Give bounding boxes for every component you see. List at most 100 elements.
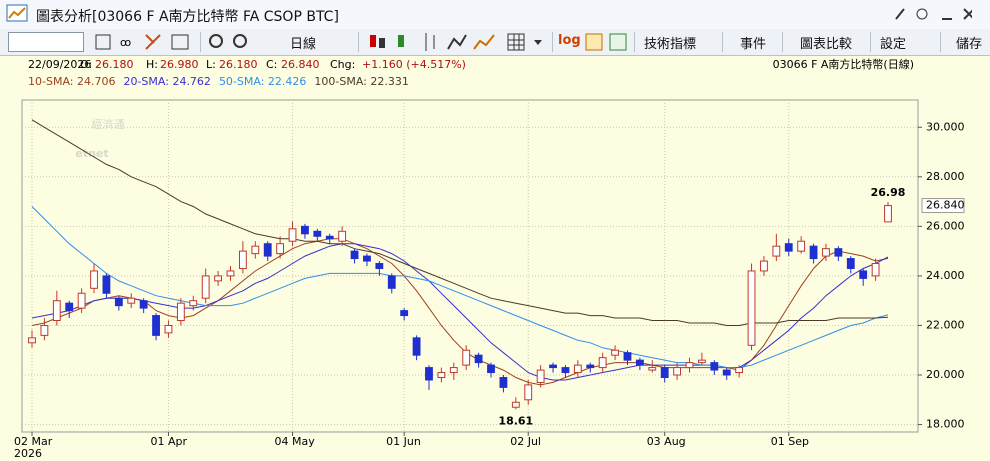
chart-type-icons[interactable] xyxy=(366,31,496,53)
candle-body xyxy=(573,364,582,374)
info-value: 26.180 xyxy=(95,58,134,71)
sma-line xyxy=(31,238,889,386)
last-price-label: 26.840 xyxy=(926,199,965,212)
info-label: C: xyxy=(266,58,277,71)
watermark-en: etnet xyxy=(75,147,108,160)
candle-body xyxy=(301,225,309,235)
period-button[interactable]: 日線 xyxy=(290,37,317,52)
candle-body xyxy=(387,275,396,289)
save-button[interactable]: 儲存 xyxy=(956,37,983,52)
info-label: L: xyxy=(206,58,216,71)
legend-entry: 20-SMA: 24.762 xyxy=(123,75,210,88)
candle-body xyxy=(152,315,160,336)
candle-body xyxy=(598,357,607,369)
y-tick-label: 28.000 xyxy=(926,170,965,183)
tool-icons[interactable]: ꝏ xyxy=(94,31,194,53)
candle-body xyxy=(363,255,371,262)
candle-body xyxy=(276,243,285,255)
candle-body xyxy=(77,292,86,309)
plot-frame xyxy=(21,99,919,433)
candle-body xyxy=(263,243,272,257)
zoom-icons[interactable] xyxy=(206,31,266,53)
candle-body xyxy=(722,369,731,376)
candle-body xyxy=(412,337,421,356)
x-tick-label: 02 Jul xyxy=(510,435,541,448)
window-title: 圖表分析[03066 F A南方比特幣 FA CSOP BTC] xyxy=(36,9,339,25)
window-controls[interactable] xyxy=(892,5,972,25)
candle-body xyxy=(698,359,706,364)
candle-body xyxy=(536,369,545,383)
indicators-button[interactable]: 技術指標 xyxy=(644,37,697,52)
candle-body xyxy=(251,245,260,255)
candle-body xyxy=(164,324,173,334)
chart: 22/09/2026 O: 26.180 H: 26.980 L: 26.180… xyxy=(0,56,990,461)
y-tick-label: 20.000 xyxy=(926,368,965,381)
candle-body xyxy=(238,250,247,269)
candle-body xyxy=(797,240,806,252)
x-year-label: 2026 xyxy=(14,447,42,460)
candle-body xyxy=(127,297,136,304)
separator xyxy=(634,32,635,52)
candle-body xyxy=(747,270,756,346)
candle-body xyxy=(685,362,694,369)
x-tick-label: 01 Apr xyxy=(150,435,187,448)
annotation: 18.61 xyxy=(498,414,533,427)
candle-body xyxy=(772,245,781,257)
candle-body xyxy=(561,367,570,374)
candle-body xyxy=(871,263,880,277)
y-tick-label: 26.000 xyxy=(926,219,965,232)
sma-line xyxy=(31,243,889,381)
candle-body xyxy=(648,367,657,371)
x-tick-label: 03 Aug xyxy=(647,435,686,448)
candle-body xyxy=(611,349,619,356)
info-value: 26.840 xyxy=(281,58,320,71)
separator xyxy=(870,32,871,52)
candle-body xyxy=(52,300,61,322)
info-value: 26.980 xyxy=(160,58,199,71)
compare-button[interactable]: 圖表比較 xyxy=(800,37,853,52)
settings-button[interactable]: 設定 xyxy=(880,37,907,52)
candle-body xyxy=(834,248,843,257)
watermark-cn: 經濟通 xyxy=(92,117,125,131)
candle-body xyxy=(288,228,297,242)
candle-body xyxy=(710,362,719,371)
symbol-dropdown[interactable] xyxy=(8,32,84,52)
candle-body xyxy=(859,270,868,279)
info-label: H: xyxy=(146,58,158,71)
candle-body xyxy=(189,300,198,307)
candle-body xyxy=(40,324,49,336)
candle-body xyxy=(673,367,682,376)
legend-entry: 100-SMA: 22.331 xyxy=(314,75,408,88)
separator xyxy=(940,32,941,52)
candle-body xyxy=(623,352,632,361)
candle-body xyxy=(760,260,768,272)
separator xyxy=(200,32,201,52)
layout-icons[interactable] xyxy=(584,31,628,53)
separator xyxy=(722,32,723,52)
legend-entry: 50-SMA: 22.426 xyxy=(219,75,306,88)
candle-body xyxy=(375,263,384,269)
candle-body xyxy=(784,243,793,252)
log-button[interactable]: log xyxy=(558,33,581,48)
candle-body xyxy=(437,372,446,378)
grid-icon[interactable] xyxy=(506,31,546,53)
sma-line xyxy=(31,119,889,326)
candle-body xyxy=(822,248,830,257)
candle-body xyxy=(499,376,508,388)
events-button[interactable]: 事件 xyxy=(740,37,767,52)
svg-text:ꝏ: ꝏ xyxy=(120,36,131,49)
candle-body xyxy=(511,401,520,408)
info-label: Chg: xyxy=(330,58,355,71)
candle-body xyxy=(487,364,495,374)
candle-body xyxy=(462,349,471,366)
candle-body xyxy=(635,359,644,366)
candle-body xyxy=(350,250,359,260)
candle-body xyxy=(474,354,483,364)
candle-body xyxy=(176,302,185,322)
candle-body xyxy=(735,367,744,374)
candle-body xyxy=(102,275,111,294)
candle-body xyxy=(809,245,818,260)
info-label: O: xyxy=(80,58,92,71)
candle-body xyxy=(884,205,892,223)
